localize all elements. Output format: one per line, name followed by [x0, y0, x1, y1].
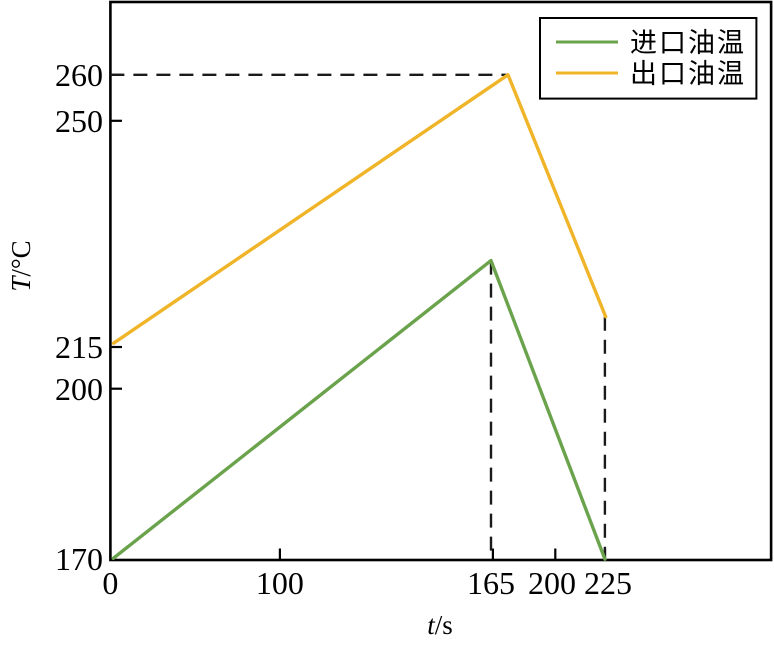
svg-text:225: 225: [584, 565, 632, 601]
svg-text:0: 0: [102, 565, 118, 601]
svg-text:165: 165: [467, 565, 515, 601]
svg-text:170: 170: [55, 541, 103, 577]
svg-text:t/s: t/s: [427, 610, 453, 640]
svg-text:200: 200: [528, 565, 576, 601]
svg-text:260: 260: [55, 57, 103, 93]
svg-text:T/°C: T/°C: [6, 240, 36, 291]
svg-text:100: 100: [256, 565, 304, 601]
svg-text:215: 215: [55, 329, 103, 365]
svg-text:出口油温: 出口油温: [630, 59, 746, 89]
svg-text:200: 200: [55, 371, 103, 407]
svg-text:250: 250: [55, 103, 103, 139]
svg-text:进口油温: 进口油温: [630, 28, 746, 58]
